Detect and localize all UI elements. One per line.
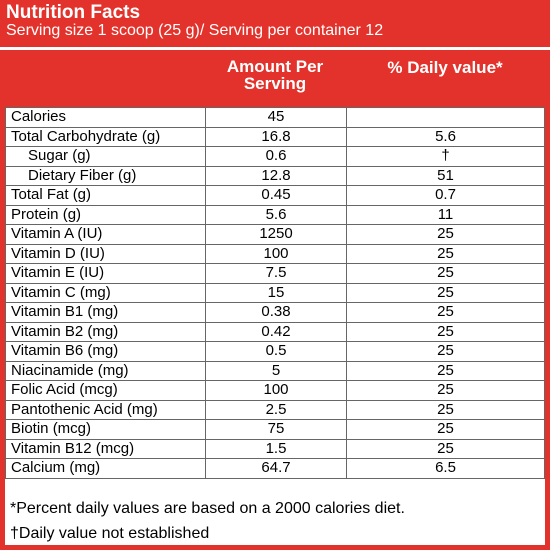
daily-value: 25 [346, 360, 545, 381]
table-row: Niacinamide (mg) 5 25 [5, 360, 545, 381]
nutrient-name: Vitamin C (mg) [5, 282, 206, 303]
nutrient-name: Protein (g) [5, 204, 206, 225]
amount: 12.8 [205, 165, 347, 186]
footnote: *Percent daily values are based on a 200… [10, 500, 405, 517]
amount: 0.38 [205, 302, 347, 323]
subtitle: Serving size 1 scoop (25 g)/ Serving per… [6, 22, 384, 39]
header: Nutrition Facts Serving size 1 scoop (25… [0, 0, 550, 47]
nutrient-name: Vitamin B1 (mg) [5, 302, 206, 323]
nutrient-name: Total Fat (g) [5, 185, 206, 206]
nutrient-name: Vitamin B2 (mg) [5, 321, 206, 342]
nutrient-name: Niacinamide (mg) [5, 360, 206, 381]
daily-value: 25 [346, 263, 545, 284]
amount: 100 [205, 243, 347, 264]
amount: 75 [205, 419, 347, 440]
daily-value: 51 [346, 165, 545, 186]
table-row: Vitamin B2 (mg) 0.42 25 [5, 321, 545, 342]
table-row: Pantothenic Acid (mg) 2.5 25 [5, 399, 545, 420]
daily-value: 25 [346, 243, 545, 264]
nutrient-name: Vitamin A (IU) [5, 224, 206, 245]
amount: 2.5 [205, 399, 347, 420]
table-row: Vitamin B1 (mg) 0.38 25 [5, 302, 545, 323]
amount: 0.5 [205, 341, 347, 362]
daily-value: 25 [346, 380, 545, 401]
daily-value: 25 [346, 438, 545, 459]
nutrient-name: Biotin (mcg) [5, 419, 206, 440]
amount: 45 [205, 107, 347, 128]
daily-value: 25 [346, 282, 545, 303]
nutrient-name: Folic Acid (mcg) [5, 380, 206, 401]
amount: 16.8 [205, 126, 347, 147]
daily-value: 25 [346, 302, 545, 323]
daily-value: 11 [346, 204, 545, 225]
daily-value: 5.6 [346, 126, 545, 147]
amount: 0.45 [205, 185, 347, 206]
amount: 15 [205, 282, 347, 303]
daily-value: 25 [346, 419, 545, 440]
table-row: Sugar (g) 0.6 † [5, 146, 545, 167]
table-row: Calories 45 [5, 107, 545, 128]
daily-value: 25 [346, 399, 545, 420]
nutrient-name: Vitamin B6 (mg) [5, 341, 206, 362]
daily-value: 0.7 [346, 185, 545, 206]
table-row: Folic Acid (mcg) 100 25 [5, 380, 545, 401]
column-title: % Daily value* [387, 58, 503, 77]
amount: 64.7 [205, 458, 347, 479]
nutrient-name: Vitamin B12 (mcg) [5, 438, 206, 459]
table-row: Total Fat (g) 0.45 0.7 [5, 185, 545, 206]
nutrient-name: Vitamin E (IU) [5, 263, 206, 284]
table-row: Dietary Fiber (g) 12.8 51 [5, 165, 545, 186]
table-row: Vitamin D (IU) 100 25 [5, 243, 545, 264]
daily-value: 25 [346, 321, 545, 342]
table-row: Calcium (mg) 64.7 6.5 [5, 458, 545, 479]
daily-value: 25 [346, 224, 545, 245]
amount: 5 [205, 360, 347, 381]
table-row: Vitamin C (mg) 15 25 [5, 282, 545, 303]
amount: 100 [205, 380, 347, 401]
nutrition-table: Calories 45 Total Carbohydrate (g) 16.8 5.6 S… [5, 107, 545, 479]
amount: 1250 [205, 224, 347, 245]
table-row: Vitamin A (IU) 1250 25 [5, 224, 545, 245]
nutrient-name: Sugar (g) [5, 146, 206, 167]
nutrient-name: Calories [5, 107, 206, 128]
column-header: Amount Per Serving % Daily value* [0, 50, 550, 107]
table-row: Protein (g) 5.6 11 [5, 204, 545, 225]
amount: 0.6 [205, 146, 347, 167]
amount: 0.42 [205, 321, 347, 342]
nutrient-name: Total Carbohydrate (g) [5, 126, 206, 147]
amount: 5.6 [205, 204, 347, 225]
daily-value: † [346, 146, 545, 167]
column-title: Amount Per Serving [226, 57, 324, 93]
nutrient-name: Pantothenic Acid (mg) [5, 399, 206, 420]
table-area: Calories 45 Total Carbohydrate (g) 16.8 5.6 S… [0, 107, 550, 550]
nutrient-name: Dietary Fiber (g) [5, 165, 206, 186]
amount: 7.5 [205, 263, 347, 284]
table-row: Total Carbohydrate (g) 16.8 5.6 [5, 126, 545, 147]
table-row: Vitamin B6 (mg) 0.5 25 [5, 341, 545, 362]
daily-value [346, 107, 545, 128]
daily-value: 6.5 [346, 458, 545, 479]
nutrient-name: Vitamin D (IU) [5, 243, 206, 264]
title: Nutrition Facts [6, 2, 141, 23]
table-row: Vitamin E (IU) 7.5 25 [5, 263, 545, 284]
amount: 1.5 [205, 438, 347, 459]
footnote: †Daily value not established [10, 525, 210, 542]
table-row: Biotin (mcg) 75 25 [5, 419, 545, 440]
nutrient-name: Calcium (mg) [5, 458, 206, 479]
table-row: Vitamin B12 (mcg) 1.5 25 [5, 438, 545, 459]
daily-value: 25 [346, 341, 545, 362]
